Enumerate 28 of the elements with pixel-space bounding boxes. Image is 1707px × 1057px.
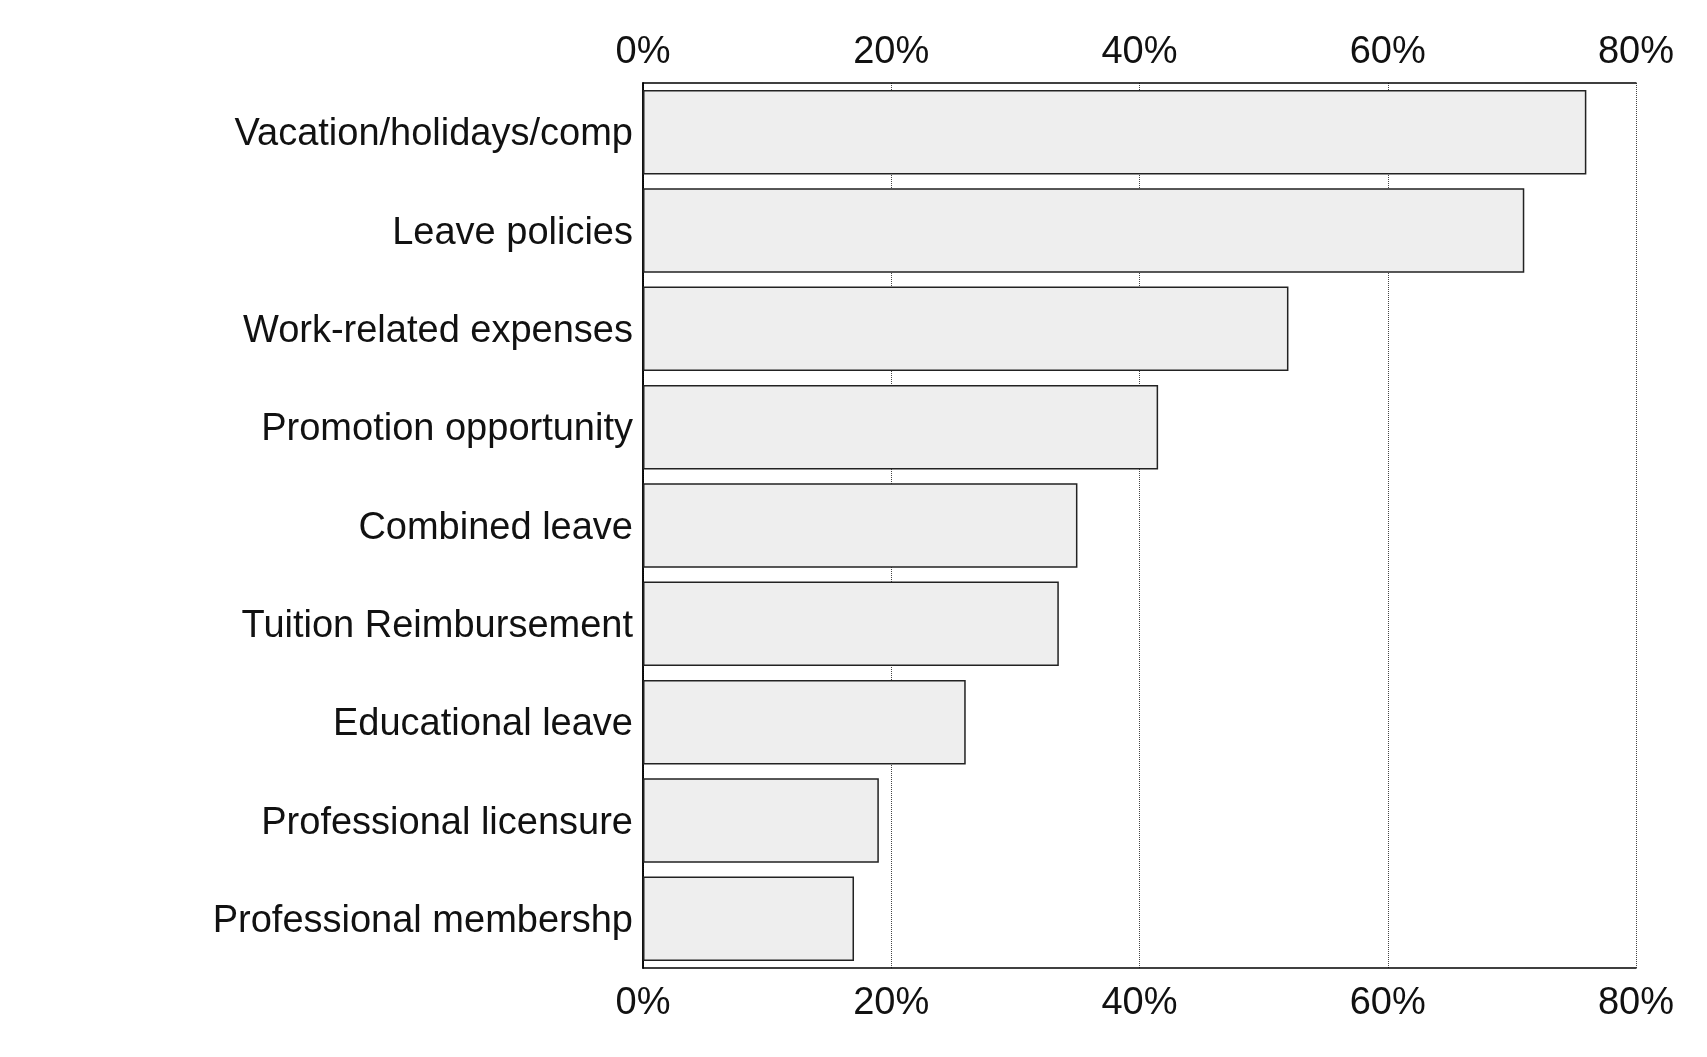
- x2-tick-label: 40%: [1101, 29, 1178, 71]
- bar: [643, 188, 1525, 273]
- y-tick-label: Combined leave: [358, 504, 633, 547]
- x-tick-label: 0%: [615, 980, 671, 1022]
- y-tick-label: Vacation/holidays/comp: [234, 111, 633, 154]
- bar: [643, 483, 1078, 568]
- bar: [643, 384, 1159, 470]
- bar: [643, 89, 1587, 175]
- x-tick-label: 40%: [1101, 980, 1178, 1022]
- y-tick-label: Work-related expenses: [242, 307, 633, 350]
- y-tick-label: Promotion opportunity: [261, 406, 633, 449]
- y-tick-label: Tuition Reimbursement: [241, 602, 634, 645]
- y-tick-label: Educational leave: [333, 701, 633, 744]
- y-tick-label: Leave policies: [392, 209, 633, 252]
- bar: [643, 778, 879, 863]
- x2-tick-label: 60%: [1349, 29, 1426, 71]
- y-tick-label: Professional membershp: [212, 897, 633, 940]
- y-tick-label: Professional licensure: [261, 799, 633, 842]
- x-tick-label: 80%: [1597, 980, 1675, 1022]
- bar: [643, 679, 966, 765]
- x-tick-label: 60%: [1349, 980, 1426, 1022]
- x2-tick-label: 0%: [615, 29, 671, 71]
- x2-tick-label: 80%: [1597, 29, 1675, 71]
- x2-tick-label: 20%: [853, 29, 930, 71]
- bar: [643, 581, 1059, 667]
- bar: [643, 286, 1289, 372]
- bar: [643, 876, 855, 962]
- x-tick-label: 20%: [853, 980, 930, 1022]
